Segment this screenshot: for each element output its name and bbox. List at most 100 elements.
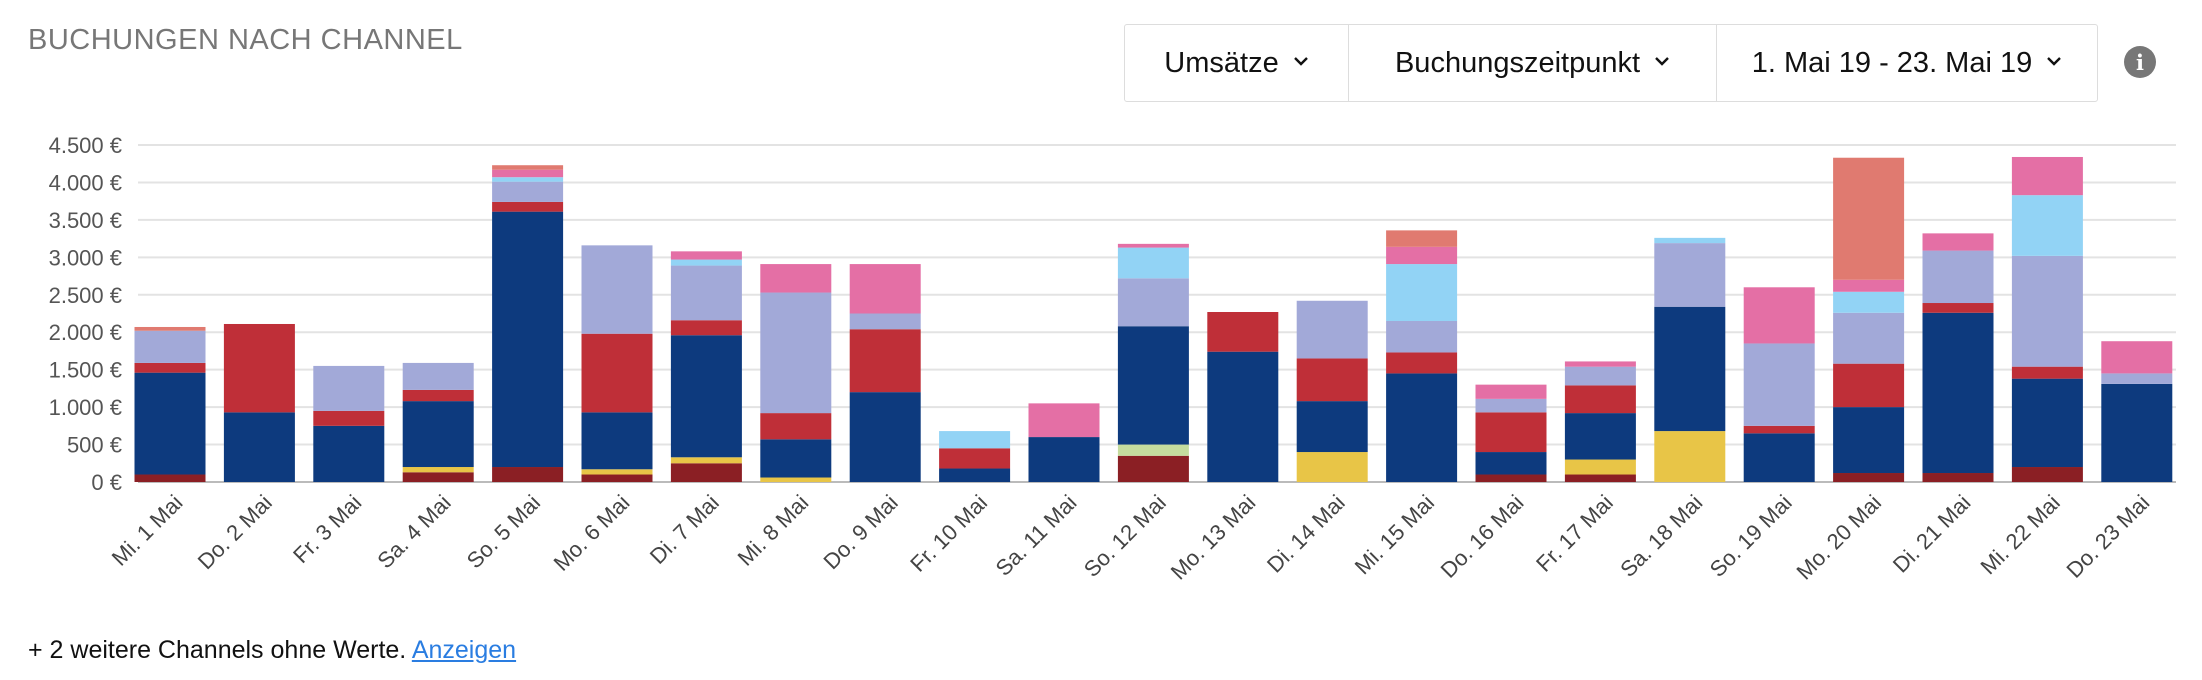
x-tick-label: Mo. 13 Mai [1166, 490, 1261, 585]
bar-segment [1922, 312, 1994, 474]
bar-segment [223, 323, 295, 413]
bar-segment [1028, 437, 1100, 482]
bar-segment [492, 169, 564, 178]
bar-segment [1117, 278, 1189, 327]
chevron-down-icon [1293, 57, 1308, 66]
filter-controls: Umsätze Buchungszeitpunkt 1. Mai 19 - 23… [1124, 24, 2098, 102]
metric-dropdown[interactable]: Umsätze [1125, 25, 1349, 101]
x-tick-label: Di. 7 Mai [645, 490, 724, 569]
bar-segment [1743, 433, 1815, 482]
stacked-bar-chart: 0 € 500 € 1.000 € 1.500 € 2.000 € 2.500 € 3.00… [49, 133, 2176, 585]
bar-segment [1564, 366, 1636, 386]
bar-segment [492, 181, 564, 202]
x-tick-label: Mo. 6 Mai [549, 490, 635, 576]
x-tick-label: Mi. 15 Mai [1350, 490, 1439, 579]
bar-segment [1654, 431, 1726, 482]
chevron-down-icon [1655, 57, 1669, 66]
bar-segment [1117, 455, 1189, 482]
bar-segment [1386, 264, 1458, 321]
bar-segment [1922, 473, 1994, 482]
bar-segment [223, 412, 295, 482]
bar-segment [2101, 373, 2173, 384]
bar-segment [939, 448, 1011, 469]
bar-segment [1922, 303, 1994, 313]
bar-segment [1564, 459, 1636, 475]
bar-segment [1386, 373, 1458, 482]
y-tick-label: 1.500 € [49, 358, 122, 383]
bar-segment [670, 259, 742, 266]
bar-segment [581, 412, 653, 470]
bar-segment [2101, 383, 2173, 482]
bar-segment [849, 329, 921, 393]
bar-segment [670, 265, 742, 321]
bar-segment [1028, 403, 1100, 438]
x-tick-label: Mi. 1 Mai [107, 490, 188, 571]
y-tick-label: 1.000 € [49, 395, 122, 420]
y-tick-label: 3.500 € [49, 208, 122, 233]
x-tick-label: Fr. 17 Mai [1531, 490, 1618, 577]
bar-segment [1564, 361, 1636, 367]
info-icon[interactable]: i [2124, 46, 2156, 78]
bar-segment [2011, 195, 2083, 256]
bar-segment [1296, 401, 1368, 453]
x-tick-label: Di. 14 Mai [1262, 490, 1350, 578]
bar-segment [1296, 358, 1368, 402]
x-tick-label: Do. 2 Mai [193, 490, 277, 574]
x-tick-label: So. 5 Mai [462, 490, 545, 573]
x-tick-label: Mi. 22 Mai [1975, 490, 2064, 579]
bar-segment [1833, 279, 1905, 292]
y-tick-label: 2.500 € [49, 283, 122, 308]
bar-segment [313, 425, 385, 482]
bar-segment [1833, 291, 1905, 313]
bar-segment [313, 410, 385, 426]
bar-segment [670, 463, 742, 482]
bar-segment [402, 401, 474, 468]
bar-segment [1743, 343, 1815, 426]
bar-segment [1833, 312, 1905, 364]
bar-segment [1386, 320, 1458, 353]
bar-segment [760, 477, 832, 482]
x-tick-label: So. 19 Mai [1705, 490, 1797, 582]
bar-segment [1922, 233, 1994, 251]
time-basis-dropdown-label: Buchungszeitpunkt [1394, 46, 1641, 79]
x-tick-label: Sa. 11 Mai [991, 490, 1082, 581]
bar-segment [581, 469, 653, 475]
bar-segment [492, 165, 564, 170]
time-basis-dropdown[interactable]: Buchungszeitpunkt [1349, 25, 1717, 101]
bar-segment [1743, 425, 1815, 434]
bar-segment [849, 313, 921, 330]
bar-segment [1833, 473, 1905, 482]
bar-segment [1564, 413, 1636, 460]
x-tick-label: Sa. 18 Mai [1615, 490, 1707, 582]
bar-segment [134, 330, 206, 363]
y-tick-label: 500 € [67, 433, 122, 458]
bar-segment [581, 333, 653, 413]
x-tick-label: Di. 21 Mai [1888, 490, 1976, 578]
bar-segment [1386, 352, 1458, 374]
show-channels-link[interactable]: Anzeigen [411, 636, 517, 664]
bar-segment [492, 177, 564, 182]
y-tick-label: 4.500 € [49, 133, 122, 158]
bar-segment [134, 362, 206, 373]
bar-segment [492, 467, 564, 482]
bar-segment [1833, 407, 1905, 474]
bar-segment [670, 457, 742, 464]
x-tick-label: Fr. 3 Mai [288, 490, 366, 568]
bar-segment [492, 211, 564, 468]
x-tick-label: Sa. 4 Mai [372, 490, 455, 573]
footer-text: + 2 weitere Channels ohne Werte. [28, 636, 407, 664]
bar-segment [670, 335, 742, 458]
metric-dropdown-label: Umsätze [1164, 46, 1279, 79]
x-tick-label: Do. 23 Mai [2061, 490, 2154, 583]
y-tick-label: 4.000 € [49, 170, 122, 195]
bar-segment [492, 201, 564, 212]
bar-segment [2011, 467, 2083, 482]
bar-segment [1654, 306, 1726, 432]
bar-segment [2011, 366, 2083, 379]
bar-segment [134, 372, 206, 475]
bar-segment [1117, 247, 1189, 279]
bar-segment [581, 474, 653, 482]
bar-segment [1386, 230, 1458, 247]
bar-segment [581, 245, 653, 334]
date-range-dropdown[interactable]: 1. Mai 19 - 23. Mai 19 [1717, 25, 2097, 101]
